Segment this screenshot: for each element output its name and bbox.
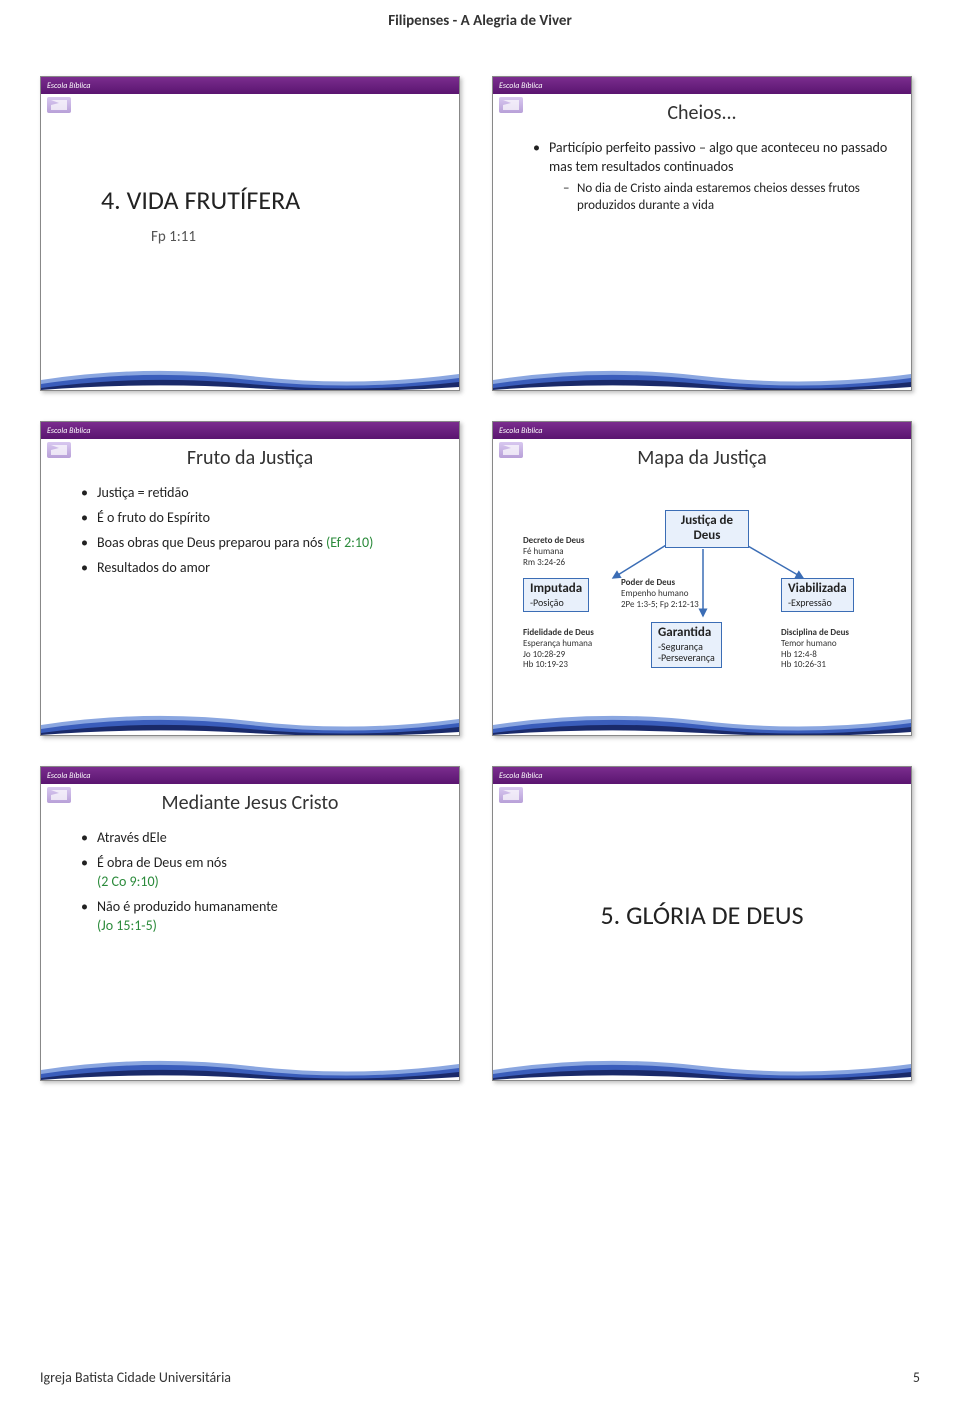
slide-5: Escola Bíblica Mediante Jesus Cristo Atr… <box>40 766 460 1081</box>
footer-right: 5 <box>913 1369 920 1386</box>
caption-line: 2Pe 1:3-5; Fp 2:12-13 <box>621 600 699 611</box>
node-text: -Posição <box>530 597 582 609</box>
slide-3: Escola Bíblica Fruto da Justiça Justiça … <box>40 421 460 736</box>
wave-decoration <box>41 705 459 735</box>
caption-line: Disciplina de Deus <box>781 627 849 638</box>
footer-left: Igreja Batista Cidade Universitária <box>40 1369 231 1386</box>
bullet-ref: (2 Co 9:10) <box>97 873 159 890</box>
book-icon <box>499 442 523 458</box>
slide-reference: Fp 1:11 <box>151 228 196 246</box>
book-icon <box>47 787 71 803</box>
bullet-item: Resultados do amor <box>81 559 437 578</box>
page-header: Filipenses - A Alegria de Viver <box>0 0 960 36</box>
bullet-item: É obra de Deus em nós (2 Co 9:10) <box>81 854 437 892</box>
bullet-text: Não é produzido humanamente <box>97 898 278 915</box>
wave-decoration <box>493 360 911 390</box>
book-icon <box>499 97 523 113</box>
bullet-ref: (Ef 2:10) <box>326 534 373 551</box>
caption: Decreto de Deus Fé humana Rm 3:24-26 <box>523 536 584 568</box>
book-icon <box>47 442 71 458</box>
caption-line: Fidelidade de Deus <box>523 627 594 638</box>
book-icon <box>47 97 71 113</box>
bullet-item: Não é produzido humanamente (Jo 15:1-5) <box>81 898 437 936</box>
caption-line: Poder de Deus <box>621 577 675 588</box>
caption-line: Esperança humana <box>523 639 594 650</box>
slide-title: 4. VIDA FRUTÍFERA <box>101 184 300 216</box>
node-text: -Expressão <box>788 597 847 609</box>
wave-decoration <box>493 705 911 735</box>
bullet-item: Através dEle <box>81 829 437 848</box>
caption-line: Fé humana <box>523 547 584 558</box>
caption-line: Temor humano <box>781 639 849 650</box>
node-text: Viabilizada <box>788 582 847 597</box>
bullet-item: É o fruto do Espírito <box>81 509 437 528</box>
caption: Poder de Deus Empenho humano 2Pe 1:3-5; … <box>621 578 699 610</box>
slide-brand: Escola Bíblica <box>493 767 911 785</box>
bullet-item: Boas obras que Deus preparou para nós (E… <box>81 534 437 553</box>
wave-decoration <box>41 360 459 390</box>
slide-brand: Escola Bíblica <box>41 767 459 785</box>
slide-brand: Escola Bíblica <box>493 77 911 95</box>
slide-title: Mediante Jesus Cristo <box>41 787 459 819</box>
node-viabilizada: Viabilizada -Expressão <box>781 578 854 612</box>
node-imputada: Imputada -Posição <box>523 578 589 612</box>
slide-4: Escola Bíblica Mapa da Justiça Justiça d… <box>492 421 912 736</box>
wave-decoration <box>41 1050 459 1080</box>
slide-title: Fruto da Justiça <box>41 442 459 474</box>
slide-title: 5. GLÓRIA DE DEUS <box>600 899 803 931</box>
caption: Disciplina de Deus Temor humano Hb 12:4-… <box>781 628 849 671</box>
slide-brand: Escola Bíblica <box>41 77 459 95</box>
slide-1: Escola Bíblica 4. VIDA FRUTÍFERA Fp 1:11 <box>40 76 460 391</box>
slide-title: Mapa da Justiça <box>493 442 911 474</box>
node-text: Deus <box>672 529 742 544</box>
bullet-ref: (Jo 15:1-5) <box>97 917 157 934</box>
slide-title: Cheios... <box>493 97 911 129</box>
wave-decoration <box>493 1050 911 1080</box>
sub-bullet-item: No dia de Cristo ainda estaremos cheios … <box>563 181 889 215</box>
book-icon <box>499 787 523 803</box>
caption-line: Rm 3:24-26 <box>523 558 584 569</box>
node-text: Imputada <box>530 582 582 597</box>
caption-line: Empenho humano <box>621 589 699 600</box>
bullet-text: É obra de Deus em nós <box>97 854 227 871</box>
bullet-item: Particípio perfeito passivo – algo que a… <box>533 139 889 215</box>
slide-brand: Escola Bíblica <box>41 422 459 440</box>
bullet-text: Particípio perfeito passivo – algo que a… <box>549 139 887 175</box>
node-garantida: Garantida -Segurança -Perseverança <box>651 622 722 668</box>
slide-brand: Escola Bíblica <box>493 422 911 440</box>
bullet-text: Boas obras que Deus preparou para nós <box>97 534 326 551</box>
caption-line: Decreto de Deus <box>523 535 584 546</box>
node-text: Justiça de <box>672 514 742 529</box>
bullet-item: Justiça = retidão <box>81 484 437 503</box>
node-text: -Perseverança <box>658 652 715 664</box>
node-text: Garantida <box>658 626 715 641</box>
slide-2: Escola Bíblica Cheios... Particípio perf… <box>492 76 912 391</box>
caption-line: Hb 10:19-23 <box>523 660 594 671</box>
diagram-container: Justiça de Deus Decreto de Deus Fé human… <box>493 474 911 482</box>
page-footer: Igreja Batista Cidade Universitária 5 <box>0 1369 960 1386</box>
slide-6: Escola Bíblica 5. GLÓRIA DE DEUS <box>492 766 912 1081</box>
caption-line: Hb 10:26-31 <box>781 660 849 671</box>
caption: Fidelidade de Deus Esperança humana Jo 1… <box>523 628 594 671</box>
slides-grid: Escola Bíblica 4. VIDA FRUTÍFERA Fp 1:11… <box>0 36 960 1101</box>
node-justica: Justiça de Deus <box>665 510 749 548</box>
